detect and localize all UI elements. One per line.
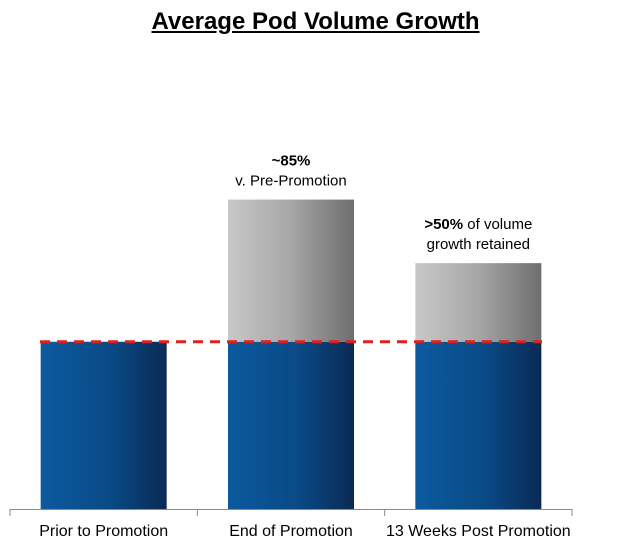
- annotation-text: of volume: [463, 216, 532, 233]
- x-tick-label: 13 Weeks Post Promotion: [386, 523, 571, 540]
- annotation-line1: ~85%: [272, 153, 311, 170]
- annotation-value: >50%: [424, 216, 463, 233]
- chart-title: Average Pod Volume Growth: [151, 8, 480, 35]
- annotation-line2: growth retained: [427, 236, 530, 253]
- bar-incremental-2: [415, 263, 542, 342]
- x-tick-label: Prior to Promotion: [39, 523, 168, 540]
- annotation-line1: >50% of volume: [424, 216, 532, 233]
- annotation-value: ~85%: [272, 153, 311, 170]
- bar-baseline-2: [415, 341, 542, 509]
- bar-baseline-0: [40, 341, 167, 509]
- annotation-line2: v. Pre-Promotion: [235, 173, 346, 190]
- bar-incremental-1: [228, 199, 354, 342]
- x-tick-label: End of Promotion: [229, 523, 353, 540]
- bar-baseline-1: [228, 341, 354, 509]
